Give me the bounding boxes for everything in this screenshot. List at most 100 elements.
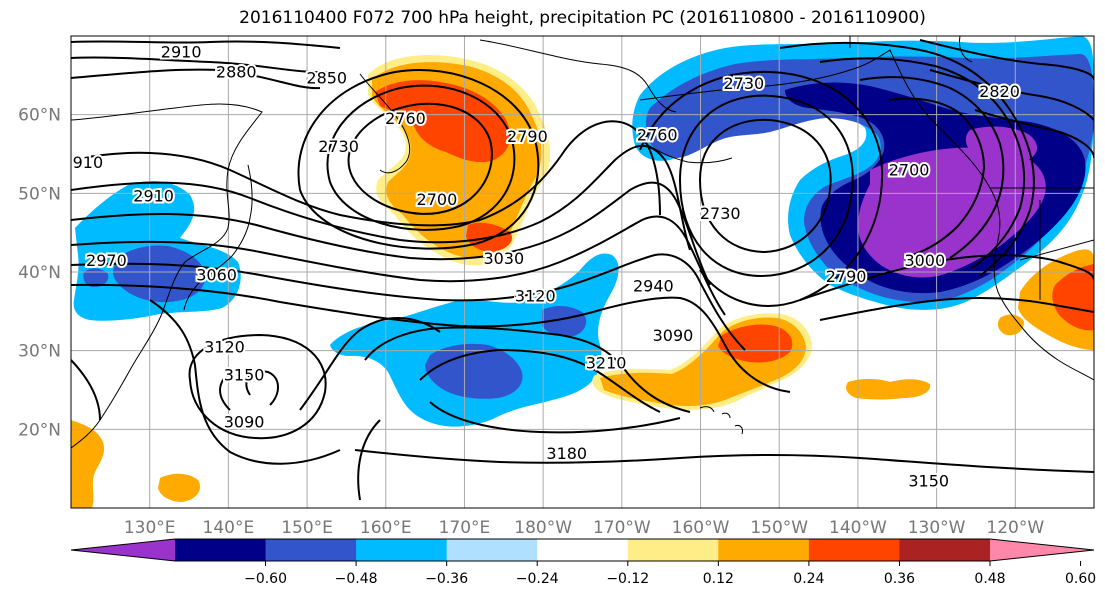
colorbar-tick-label: 0.48 [974,571,1005,587]
contour-line [819,297,1094,321]
coastline-japan [183,164,253,311]
contour-label: 2730 [700,204,741,223]
contour-line [779,41,1035,277]
lon-tick-label: 120°W [986,518,1044,538]
height-contours [71,39,1094,501]
lat-tick-label: 50°N [18,184,61,204]
colorbar: −0.60 −0.48 −0.36 −0.24 −0.12 0.12 0.24 0.36 0.4… [70,538,1096,587]
contour-line [245,370,279,406]
contour-line [929,69,1094,121]
contour-line [354,449,1094,473]
precip-blue-central-b [542,306,587,337]
contour-line [71,68,321,90]
colorbar-tick-label: −0.36 [425,571,468,587]
precip-red-okhotsk [375,80,511,163]
graticule [71,36,1094,508]
precip-orange-mexico-b [997,314,1024,336]
contour-line [639,70,884,307]
contour-label: 3060 [196,265,237,284]
contour-line [679,94,854,278]
contour-label: 3090 [653,326,694,345]
contour-label: 3180 [546,444,587,463]
contour-line [364,326,691,413]
contour-label: 3090 [224,412,265,431]
longitude-labels: 130°E 140°E 150°E 160°E 170°E 180°W 170°W 160°W… [124,518,1045,538]
colorbar-segment [718,539,810,561]
contour-line [347,102,493,215]
precip-blue-central [425,343,523,399]
contour-line [188,333,327,440]
coastline-kamchatka [359,73,411,174]
lon-tick-label: 150°E [281,518,333,538]
contour-label: 2790 [507,127,548,146]
contour-label: 2700 [889,161,930,180]
precip-orange-sw-b [158,473,201,502]
coastline-hawaii [699,406,743,435]
lon-tick-label: 130°W [908,518,966,538]
colorbar-segment [899,539,991,561]
colorbar-segment [356,539,448,561]
colorbar-tick-label: 0.36 [884,571,915,587]
contour-label: 2760 [637,125,678,144]
precip-red-hawaii [718,324,793,363]
colorbar-segment [808,539,900,561]
colorbar-extend-high [990,539,1094,561]
contour-label: 2940 [633,276,674,295]
contour-label: 3150 [224,365,265,384]
lon-tick-label: 160°W [672,518,730,538]
colorbar-segment [265,539,357,561]
contour-line [71,283,791,393]
lat-tick-label: 60°N [18,106,61,126]
contour-line [299,317,441,411]
contour-label: 2910 [133,187,174,206]
contour-label: 2970 [86,251,127,270]
map-frame [70,35,1095,509]
contour-label: 3210 [586,353,627,372]
coastline-asia [71,103,263,449]
map-layers: 2910 2880 2850 2760 2730 2700 2790 2910 2910 2970… [62,36,1094,508]
contour-line [698,118,832,254]
contour-label: 3000 [904,251,945,270]
contour-line [297,68,540,250]
colorbar-segment [627,539,719,561]
contour-label: 3150 [908,471,949,490]
coastline-alaska [639,49,1094,381]
contour-label: 2910 [161,43,202,62]
contour-line [71,144,691,251]
contour-line [71,253,746,351]
contour-label: 2760 [385,109,426,128]
lon-tick-label: 140°W [829,518,887,538]
colorbar-tick-label: 0.60 [1065,571,1096,587]
precip-lightblue-central [330,253,619,427]
contour-line [71,359,101,421]
colorbar-tick-label: −0.48 [335,571,378,587]
precip-red-mexico [1052,264,1094,331]
lat-tick-label: 30°N [18,342,61,362]
colorbar-outline [70,538,1095,562]
contour-line [974,109,1094,159]
lon-tick-label: 170°W [593,518,651,538]
precip-orange-hawaii-b [846,379,931,400]
lon-tick-label: 130°E [124,518,176,538]
contour-label: 2790 [826,267,867,286]
contour-line [71,215,726,316]
contour-line [799,254,1094,301]
contour-label: 3120 [204,338,245,357]
colorbar-tick-label: 0.24 [793,571,824,587]
contour-line [889,97,986,257]
coastline-siberia [479,39,677,113]
contour-line [919,39,1094,81]
contour-label: 3120 [515,287,556,306]
contour-label: 2700 [417,190,458,209]
colorbar-tick-label: −0.60 [244,571,287,587]
contour-label: 2820 [979,82,1020,101]
colorbar-segment [446,539,538,561]
contour-label: 2730 [318,137,359,156]
colorbar-tick-label: −0.12 [606,571,649,587]
contour-line [71,120,661,227]
contour-label: 2910 [62,153,103,172]
precip-shading [71,36,1094,508]
contour-line [419,348,661,413]
lon-tick-label: 170°E [439,518,491,538]
